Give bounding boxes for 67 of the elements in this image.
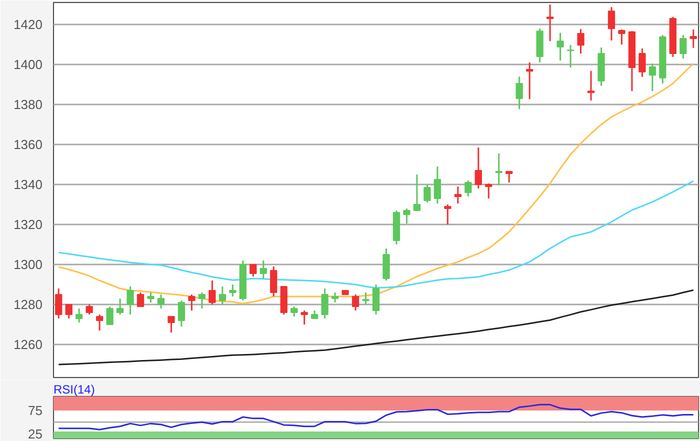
candlestick [168,316,175,334]
candlestick [690,28,697,49]
candlestick [372,284,380,316]
y-tick-label: 1280 [14,297,42,312]
candlestick [474,146,482,190]
y-tick-label: 1400 [14,57,42,72]
candlestick [55,288,62,320]
candlestick [331,292,339,304]
candlestick [260,260,267,280]
candlestick [136,292,144,308]
y-tick-label: 25 [28,426,43,441]
candlestick [300,310,308,326]
candlestick [618,28,626,46]
y-tick-label: 1340 [14,177,42,192]
candlestick [413,174,421,212]
line-series [58,404,694,430]
candlestick [218,286,226,306]
candlestick [424,184,431,204]
candlestick [106,306,114,326]
candlestick [454,186,462,204]
candlestick [444,204,452,226]
candlestick [290,306,298,318]
candlestick [116,298,124,316]
y-tick-label: 1300 [14,257,42,272]
candlestick [270,266,278,298]
candlestick [178,300,186,328]
candlestick [434,166,441,204]
line-series [58,289,694,366]
candlestick [506,170,513,184]
candlestick [577,28,584,54]
y-tick-label: 1360 [14,137,42,152]
candlestick [157,294,165,310]
candlestick [147,292,154,304]
candlestick [680,34,687,60]
candlestick [65,304,72,320]
candlestick [516,76,523,110]
candlestick [188,294,196,312]
candlestick [96,314,104,332]
candlestick [638,48,646,78]
candlestick [648,62,656,92]
candlestick [362,292,370,306]
candlestick [608,6,616,42]
candlestick [587,70,595,102]
candlestick [208,280,216,306]
candlestick [485,182,492,200]
candlestick [546,4,554,42]
candlestick [352,294,360,312]
y-tick-label: 1380 [14,97,42,112]
candlestick [321,288,328,320]
candlestick [198,292,206,310]
candlestick [126,286,134,316]
candlestick [382,248,390,282]
y-tick-label: 1420 [14,17,42,32]
y-tick-label: 1260 [14,337,42,352]
y-tick-label: 1320 [14,217,42,232]
chart-title: RSI(14) [54,382,95,396]
candlestick [566,44,574,68]
candlestick [229,284,236,298]
y-tick-label: 75 [28,403,43,418]
candlestick [250,264,257,278]
candlestick [403,208,410,224]
candlestick [556,32,564,62]
candlestick [76,308,83,324]
candlestick [495,152,502,186]
candlestick [526,62,534,100]
candlestick [86,304,93,316]
candlestick [464,180,472,198]
